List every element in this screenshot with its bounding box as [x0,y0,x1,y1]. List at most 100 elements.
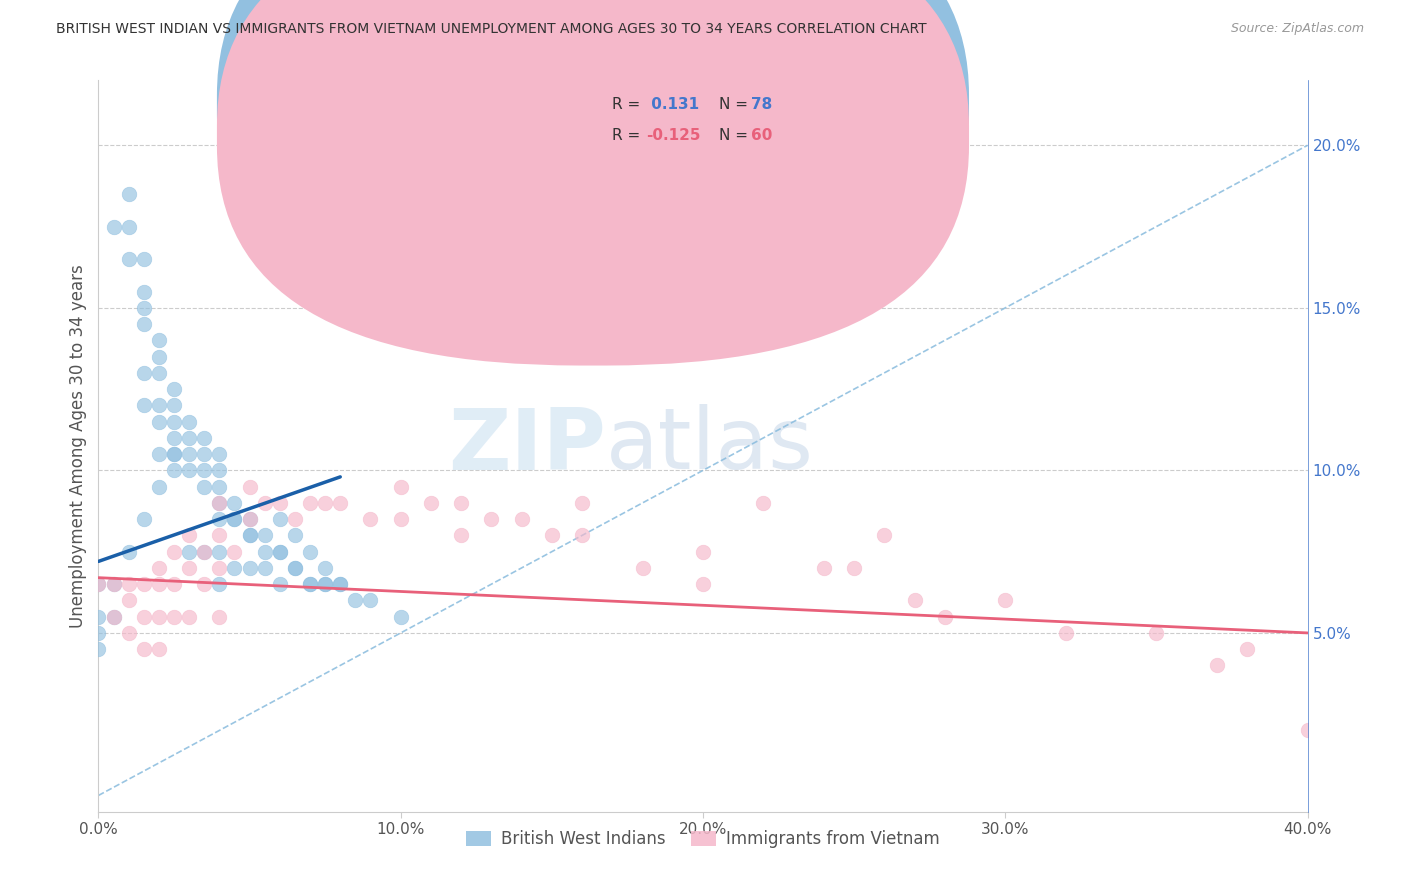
Point [163,415,186,429]
Point [148,480,170,494]
Point [132,512,155,526]
Point [481,512,503,526]
Point [179,528,201,542]
Point [631,561,654,575]
Point [269,496,291,510]
Point [1236,642,1258,657]
Point [163,447,186,461]
Point [314,577,336,591]
Text: -0.125: -0.125 [647,128,700,143]
Point [208,561,231,575]
Point [118,252,141,266]
Point [193,480,215,494]
Point [148,398,170,412]
Point [179,431,201,445]
Point [1144,626,1167,640]
Point [208,609,231,624]
Point [163,398,186,412]
Point [118,577,141,591]
Point [329,577,352,591]
Y-axis label: Unemployment Among Ages 30 to 34 years: Unemployment Among Ages 30 to 34 years [69,264,87,628]
Point [904,593,927,607]
Point [269,512,291,526]
Point [118,544,141,558]
Point [132,366,155,380]
Point [239,480,262,494]
Point [692,577,714,591]
Point [163,577,186,591]
Point [314,561,336,575]
Point [148,350,170,364]
Point [179,561,201,575]
Point [148,415,170,429]
Point [208,463,231,477]
Point [163,544,186,558]
FancyBboxPatch shape [217,0,969,334]
Point [118,219,141,234]
Point [148,609,170,624]
Point [224,561,246,575]
Text: Source: ZipAtlas.com: Source: ZipAtlas.com [1230,22,1364,36]
Point [193,447,215,461]
Point [208,544,231,558]
Point [540,528,562,542]
Point [360,593,382,607]
Point [844,561,866,575]
Point [571,528,593,542]
Point [163,609,186,624]
Point [132,252,155,266]
Point [208,480,231,494]
Point [450,528,472,542]
Point [314,496,336,510]
Text: 78: 78 [751,97,773,112]
Point [813,561,835,575]
Point [103,577,125,591]
Point [87,642,110,657]
Point [994,593,1017,607]
Point [284,561,307,575]
Point [224,512,246,526]
Point [87,577,110,591]
Point [389,512,412,526]
Point [208,577,231,591]
Point [239,512,262,526]
Point [253,496,276,510]
Point [103,219,125,234]
Point [329,496,352,510]
Point [148,577,170,591]
Point [132,398,155,412]
Point [179,415,201,429]
Point [420,496,443,510]
Point [118,626,141,640]
Point [148,366,170,380]
Point [329,577,352,591]
Point [208,447,231,461]
Point [389,609,412,624]
Point [284,528,307,542]
Point [873,528,896,542]
Point [284,512,307,526]
Point [193,577,215,591]
Point [299,577,322,591]
Point [224,544,246,558]
Point [87,626,110,640]
Point [103,609,125,624]
Point [253,528,276,542]
Point [1054,626,1077,640]
Text: R =: R = [613,128,645,143]
Text: atlas: atlas [606,404,814,488]
Point [344,593,367,607]
Point [132,609,155,624]
Point [193,544,215,558]
Point [179,609,201,624]
Point [934,609,956,624]
Point [148,447,170,461]
Text: 0.131: 0.131 [647,97,699,112]
Point [193,431,215,445]
Point [163,382,186,396]
Point [179,463,201,477]
Point [132,577,155,591]
Point [148,561,170,575]
Point [253,544,276,558]
Point [389,480,412,494]
